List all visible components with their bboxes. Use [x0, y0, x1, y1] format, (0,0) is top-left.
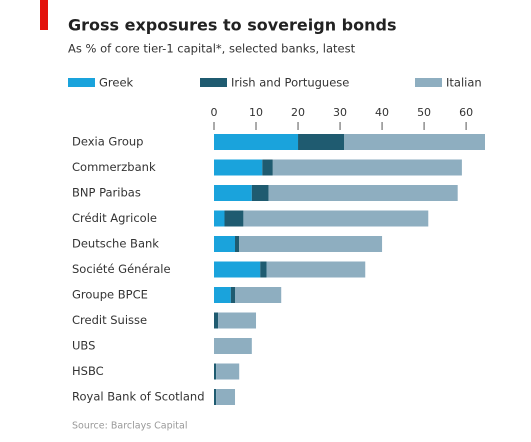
bar-segment	[214, 363, 217, 380]
plot: Greek Irish and Portuguese Italian 0 10 20 30 4…	[68, 76, 485, 405]
bar-segment	[214, 185, 252, 201]
bar-segment	[214, 210, 225, 227]
bar-segment	[239, 236, 383, 252]
chart-title: Gross exposures to sovereign bonds	[68, 16, 396, 35]
category-label: BNP Paribas	[72, 186, 141, 200]
legend-label: Greek	[99, 76, 134, 90]
category-label: Commerzbank	[72, 160, 156, 174]
bar-segment	[344, 134, 485, 150]
bar-segment	[214, 338, 252, 354]
category-label: Société Générale	[72, 262, 171, 276]
x-tick-label: 40	[375, 106, 389, 119]
x-tick-label: 30	[333, 106, 347, 119]
bar-segment	[216, 363, 240, 380]
x-tick-label: 60	[459, 106, 473, 119]
category-label: Groupe BPCE	[72, 288, 148, 302]
bar-segment	[251, 185, 269, 201]
chart-subtitle: As % of core tier-1 capital*, selected b…	[68, 42, 356, 56]
bar-segment	[262, 159, 273, 176]
bar-segment	[235, 236, 240, 252]
bar-segment	[272, 159, 462, 176]
bar-segment	[214, 389, 217, 405]
category-label: Credit Suisse	[72, 313, 147, 327]
bar-segment	[214, 312, 219, 329]
bar-segment	[216, 389, 236, 405]
category-label: HSBC	[72, 364, 104, 378]
x-tick-label: 20	[291, 106, 305, 119]
bar-segment	[243, 210, 429, 227]
legend-swatch	[415, 78, 442, 87]
category-label: Royal Bank of Scotland	[72, 390, 205, 404]
bar-segment	[235, 287, 282, 303]
bar-segment	[218, 312, 257, 329]
bar-segment	[214, 236, 236, 252]
legend-label: Italian	[446, 76, 482, 90]
bar-segment	[214, 261, 261, 278]
category-label: Crédit Agricole	[72, 211, 157, 225]
red-tag	[40, 0, 48, 30]
bar-segment	[224, 210, 244, 227]
bar-segment	[268, 185, 458, 201]
bar-segment	[214, 287, 231, 303]
x-tick-label: 50	[417, 106, 431, 119]
legend-swatch	[200, 78, 227, 87]
bar-segment	[260, 261, 267, 278]
source: Source: Barclays Capital	[72, 421, 187, 432]
bar-segment	[214, 159, 263, 176]
x-tick-label: 10	[249, 106, 263, 119]
bar-segment	[266, 261, 366, 278]
bar-segment	[298, 134, 345, 150]
bar-segment	[214, 134, 299, 150]
category-label: Deutsche Bank	[72, 237, 159, 251]
x-tick-label: 0	[211, 106, 218, 119]
category-label: Dexia Group	[72, 135, 143, 149]
legend-swatch	[68, 78, 95, 87]
bar-segment	[230, 287, 236, 303]
legend-label: Irish and Portuguese	[231, 76, 349, 90]
category-label: UBS	[72, 339, 95, 353]
